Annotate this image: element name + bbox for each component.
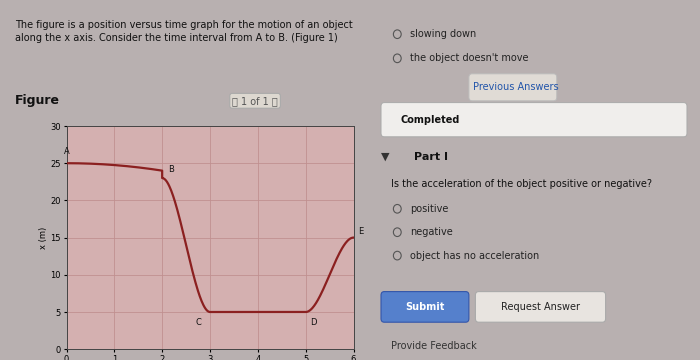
Text: the object doesn't move: the object doesn't move	[410, 53, 528, 63]
Text: A: A	[64, 147, 70, 156]
Text: slowing down: slowing down	[410, 29, 477, 39]
Text: Is the acceleration of the object positive or negative?: Is the acceleration of the object positi…	[391, 179, 652, 189]
FancyBboxPatch shape	[381, 292, 469, 322]
Text: positive: positive	[410, 204, 449, 214]
Text: Previous Answers: Previous Answers	[473, 82, 559, 93]
Text: E: E	[358, 227, 363, 236]
Text: Submit: Submit	[405, 302, 444, 312]
Text: 〈 1 of 1 〉: 〈 1 of 1 〉	[232, 96, 278, 106]
Text: C: C	[196, 318, 202, 327]
FancyBboxPatch shape	[469, 74, 556, 101]
Text: ▼: ▼	[381, 152, 389, 162]
Text: negative: negative	[410, 227, 453, 237]
Text: D: D	[310, 318, 317, 327]
FancyBboxPatch shape	[475, 292, 606, 322]
FancyBboxPatch shape	[381, 103, 687, 137]
Text: Figure: Figure	[15, 94, 60, 107]
Text: object has no acceleration: object has no acceleration	[410, 251, 540, 261]
Text: The figure is a position versus time graph for the motion of an object
along the: The figure is a position versus time gra…	[15, 20, 353, 43]
Y-axis label: x (m): x (m)	[38, 226, 48, 249]
Text: Completed: Completed	[400, 114, 460, 125]
Text: Provide Feedback: Provide Feedback	[391, 341, 477, 351]
Text: B: B	[168, 165, 174, 174]
Text: Request Answer: Request Answer	[501, 302, 580, 312]
Text: Part I: Part I	[414, 152, 447, 162]
